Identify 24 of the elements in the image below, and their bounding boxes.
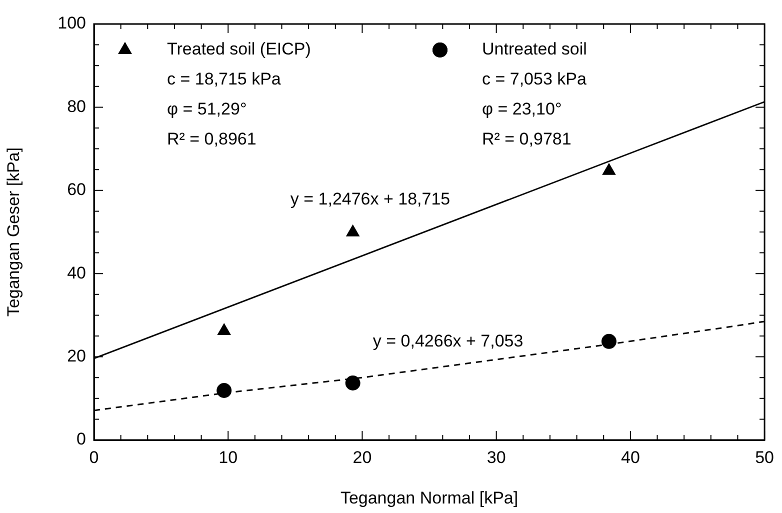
legend-label: Treated soil (EICP) <box>167 40 311 59</box>
legend-label: Untreated soil <box>482 40 587 59</box>
x-tick-label: 20 <box>352 448 372 467</box>
x-axis-title: Tegangan Normal [kPa] <box>340 488 518 508</box>
y-tick-label: 100 <box>58 14 86 33</box>
annotation: c = 7,053 kPa <box>482 70 587 89</box>
y-tick-label: 60 <box>67 180 86 200</box>
annotation: φ = 23,10° <box>482 100 562 119</box>
x-tick-label: 50 <box>755 448 774 467</box>
y-tick-label: 40 <box>67 263 86 282</box>
x-tick-label: 40 <box>620 448 640 467</box>
x-tick-label: 10 <box>218 448 238 467</box>
x-tick-label: 30 <box>486 448 506 467</box>
y-axis-title: Tegangan Geser [kPa] <box>4 147 23 317</box>
annotation: y = 1,2476x + 18,715 <box>290 190 450 209</box>
annotation: φ = 51,29° <box>167 100 247 119</box>
y-tick-label: 20 <box>67 346 86 366</box>
x-tick-label: 0 <box>89 448 99 467</box>
y-tick-label: 80 <box>67 96 86 116</box>
annotation: c = 18,715 kPa <box>167 70 282 89</box>
annotation: y = 0,4266x + 7,053 <box>372 332 524 351</box>
annotation: R² = 0,9781 <box>482 130 572 149</box>
y-tick-label: 0 <box>76 430 86 449</box>
annotation: R² = 0,8961 <box>167 130 256 149</box>
